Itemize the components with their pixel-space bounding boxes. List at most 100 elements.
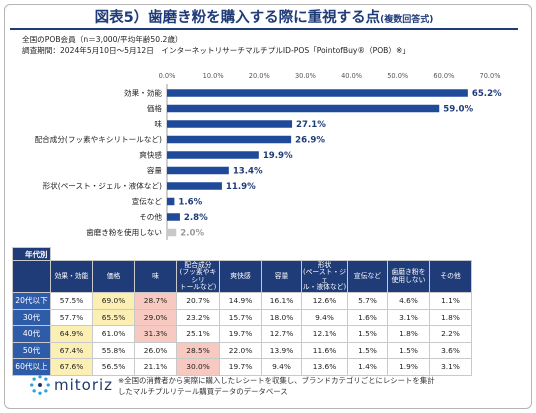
table-cell: 1.5% (347, 325, 388, 343)
value-label: 1.6% (178, 198, 202, 208)
column-header: 形状 (ペースト・ジェ ル・液体など) (301, 260, 348, 293)
table-cell: 1.1% (429, 292, 472, 310)
bar (167, 104, 440, 113)
category-label: 容量 (147, 165, 163, 175)
table-cell: 55.8% (92, 341, 135, 359)
value-label: 13.4% (233, 167, 263, 177)
row-label: 30代 (12, 308, 51, 326)
table-row: 40代 64.9% 61.0% 31.3% 25.1% 19.7% 12.7% 12.1% 1.… (12, 325, 472, 343)
table-cell: 21.1% (134, 358, 177, 376)
table-cell: 12.6% (301, 292, 348, 310)
column-header: その他 (429, 260, 472, 293)
table-cell: 9.4% (261, 358, 302, 376)
x-tick-label: 0.0% (159, 72, 176, 80)
figure-title: 図表5）歯磨き粉を購入する際に重視する点(複数回答式) (0, 6, 528, 27)
table-cell: 64.9% (50, 325, 93, 343)
table-cell: 5.7% (347, 292, 388, 310)
x-tick-label: 10.0% (203, 72, 224, 80)
table-cell: 3.6% (429, 341, 472, 359)
table-row: 30代 57.7% 65.5% 29.0% 23.2% 15.7% 18.0% 9.4% 1.6… (12, 308, 472, 326)
table-cell: 12.1% (301, 325, 348, 343)
table-cell: 1.5% (387, 341, 430, 359)
table-cell: 13.6% (301, 358, 348, 376)
category-label: 宣伝など (132, 196, 163, 206)
value-label: 26.9% (295, 136, 325, 146)
mitoriz-logo-text: mitoriz (54, 376, 114, 394)
x-tick-label: 30.0% (295, 72, 316, 80)
table-row: 20代以下 57.5% 69.0% 28.7% 20.7% 14.9% 16.1% 12.6%… (12, 292, 472, 310)
bar (167, 213, 180, 221)
table-cell: 19.7% (219, 358, 262, 376)
table-cell: 67.6% (50, 358, 93, 376)
table-cell: 25.1% (176, 325, 220, 343)
value-label: 59.0% (443, 105, 473, 115)
table-cell: 31.3% (134, 325, 177, 343)
row-label: 50代 (12, 341, 51, 359)
column-header: 味 (134, 260, 177, 293)
x-tick-label: 70.0% (480, 72, 501, 80)
table-cell: 28.5% (176, 341, 220, 359)
table-row: 60代以上 67.6% 56.5% 21.1% 30.0% 19.7% 9.4% 13.6% 1… (12, 358, 472, 376)
x-tick-label: 60.0% (433, 72, 454, 80)
table-cell: 1.8% (387, 325, 430, 343)
value-label: 2.8% (184, 213, 208, 223)
table-cell: 57.7% (50, 308, 93, 326)
row-label: 60代以上 (12, 358, 51, 376)
table-cell: 30.0% (176, 358, 220, 376)
table-cell: 1.8% (429, 308, 472, 326)
table-cell: 20.7% (176, 292, 220, 310)
table-cell: 69.0% (92, 292, 135, 310)
column-header: 容量 (261, 260, 302, 293)
category-label: 形状(ペースト・ジェル・液体など) (43, 181, 162, 191)
category-label: 価格 (147, 103, 163, 113)
table-cell: 12.7% (261, 325, 302, 343)
category-label: その他 (139, 212, 162, 222)
column-header: 歯磨き粉を 使用しない (387, 260, 430, 293)
x-tick-label: 40.0% (341, 72, 362, 80)
table-section-label: 年代別 (12, 247, 51, 261)
bar (167, 182, 222, 190)
footnote-line-2: したマルチプルリテール購買データのデータベース (118, 386, 288, 396)
table-cell: 19.7% (219, 325, 262, 343)
table-cell: 1.5% (347, 341, 388, 359)
table-filler (50, 247, 472, 261)
value-label: 27.1% (296, 120, 326, 130)
survey-period-info: 調査期間：2024年5月10日～5月12日 インターネットリサーチマルチプルID… (22, 46, 410, 55)
table-cell: 16.1% (261, 292, 302, 310)
title-main: 図表5）歯磨き粉を購入する際に重視する点 (94, 10, 381, 26)
table-cell: 4.6% (387, 292, 430, 310)
table-cell: 1.9% (387, 358, 430, 376)
table-cell: 14.9% (219, 292, 262, 310)
table-cell: 15.7% (219, 308, 262, 326)
title-subtitle: (複数回答式) (380, 15, 434, 25)
table-cell: 13.9% (261, 341, 302, 359)
survey-sample-info: 全国のPOB会員（n＝3,000/平均年齢50.2歳） (22, 35, 183, 44)
column-header: 配合成分 (フッ素やキシリ トールなど) (176, 260, 220, 293)
table-cell: 29.0% (134, 308, 177, 326)
footnote: ※全国の消費者から実際に購入したレシートを収集し、ブランドカテゴリごとにレシート… (118, 376, 524, 397)
table-cell: 11.6% (301, 341, 348, 359)
bar-chart: 0.0% 10.0% 20.0% 30.0% 40.0% 50.0% 60.0% 70.0% 効… (35, 72, 502, 240)
table-cell: 22.0% (219, 341, 262, 359)
row-label: 20代以下 (12, 292, 51, 310)
mitoriz-logo-icon (30, 375, 50, 395)
table-cell: 1.4% (347, 358, 388, 376)
table-cell: 18.0% (261, 308, 302, 326)
x-tick-label: 20.0% (249, 72, 270, 80)
bar (167, 197, 175, 206)
bar (167, 89, 468, 97)
table-cell: 57.5% (50, 292, 93, 310)
age-breakdown-table: 年代別 効果・効能 価格味配合成分 (フッ素やキシリ トールなど) 爽快感 容量 形状 (ペース… (12, 247, 472, 376)
table-row: 50代 67.4% 55.8% 26.0% 28.5% 22.0% 13.9% 11.6% 1.… (12, 341, 472, 359)
column-header: 価格 (92, 260, 135, 293)
bar (167, 166, 229, 175)
table-cell: 65.5% (92, 308, 135, 326)
category-label: 歯磨き粉を使用しない (86, 227, 162, 237)
category-label: 爽快感 (139, 150, 162, 160)
value-label: 19.9% (263, 151, 293, 161)
bar (167, 151, 259, 159)
table-cell: 9.4% (301, 308, 348, 326)
table-corner-cell (12, 260, 51, 293)
table-cell: 28.7% (134, 292, 177, 310)
value-label: 2.0% (180, 229, 204, 239)
